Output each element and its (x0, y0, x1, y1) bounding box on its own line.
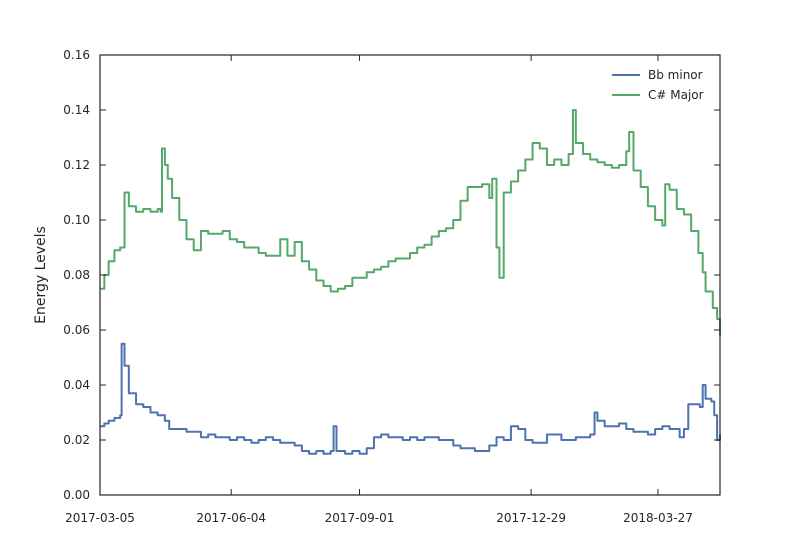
y-tick-label: 0.14 (63, 103, 90, 117)
legend-label-0: Bb minor (648, 68, 703, 82)
y-tick-label: 0.10 (63, 213, 90, 227)
y-tick-label: 0.00 (63, 488, 90, 502)
x-tick-label: 2017-06-04 (196, 511, 266, 525)
series-line-0 (100, 342, 721, 455)
x-tick-label: 2017-09-01 (325, 511, 395, 525)
plot-area (100, 55, 720, 495)
x-tick-label: 2017-12-29 (496, 511, 566, 525)
legend-label-1: C# Major (648, 88, 704, 102)
legend: Bb minor C# Major (612, 68, 704, 102)
series-layer (100, 109, 721, 455)
x-tick-label: 2017-03-05 (65, 511, 135, 525)
y-tick-label: 0.06 (63, 323, 90, 337)
y-tick-label: 0.16 (63, 48, 90, 62)
y-tick-label: 0.08 (63, 268, 90, 282)
x-tick-label: 2018-03-27 (623, 511, 693, 525)
x-axis: 2017-03-05 2017-06-04 2017-09-01 2017-12-29… (65, 55, 693, 525)
series-line-1 (100, 109, 721, 336)
y-axis-label: Energy Levels (33, 226, 49, 324)
plot-frame (99, 54, 721, 496)
y-axis: 0.00 0.02 0.04 0.06 0.08 0.10 0.12 0.14 0.16 (63, 48, 720, 502)
y-tick-label: 0.12 (63, 158, 90, 172)
y-tick-label: 0.02 (63, 433, 90, 447)
y-tick-label: 0.04 (63, 378, 90, 392)
